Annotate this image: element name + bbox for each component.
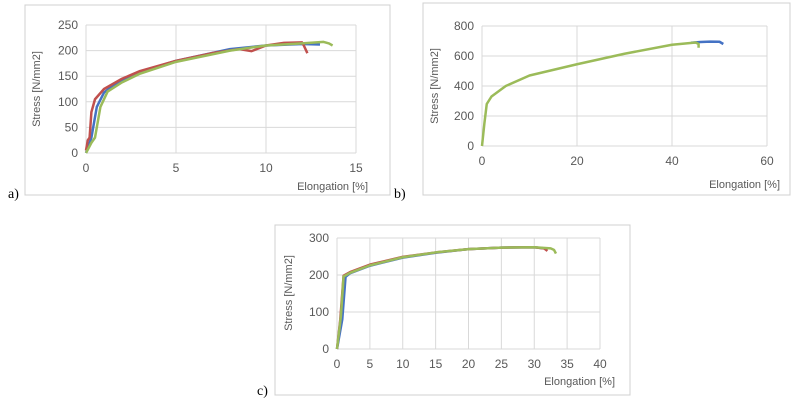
y-axis-label: Stress [N/mm2] bbox=[31, 51, 43, 127]
x-tick-label: 5 bbox=[173, 161, 180, 175]
panel-label: b) bbox=[394, 187, 406, 202]
chart-frame bbox=[422, 2, 791, 196]
series-line-green bbox=[84, 40, 334, 154]
x-tick-label: 0 bbox=[334, 357, 341, 371]
chart-frame bbox=[274, 224, 631, 396]
y-tick-label: 50 bbox=[65, 120, 79, 134]
x-tick-label: 15 bbox=[429, 357, 443, 371]
x-tick-label: 35 bbox=[560, 357, 574, 371]
y-tick-label: 200 bbox=[454, 109, 474, 123]
x-tick-label: 0 bbox=[83, 161, 90, 175]
y-tick-label: 600 bbox=[454, 49, 474, 63]
y-tick-label: 0 bbox=[467, 139, 474, 153]
y-tick-label: 100 bbox=[309, 305, 329, 319]
chart-c: 0 5 10 15 20 25 30 35 40 0 100 200 300 Stress [N/mm2]… bbox=[257, 224, 631, 399]
y-tick-label: 200 bbox=[58, 44, 78, 58]
panel-label: c) bbox=[257, 384, 268, 399]
x-tick-label: 25 bbox=[495, 357, 509, 371]
y-tick-label: 800 bbox=[454, 19, 474, 33]
x-tick-label: 10 bbox=[396, 357, 410, 371]
x-axis-label: Elongation [%] bbox=[297, 181, 368, 193]
x-tick-label: 10 bbox=[259, 161, 273, 175]
series-line-green bbox=[480, 41, 700, 147]
x-tick-label: 5 bbox=[367, 357, 374, 371]
y-axis-label: Stress [N/mm2] bbox=[429, 48, 441, 124]
y-tick-label: 150 bbox=[58, 69, 78, 83]
x-tick-label: 15 bbox=[349, 161, 363, 175]
x-tick-label: 30 bbox=[528, 357, 542, 371]
y-tick-label: 400 bbox=[454, 79, 474, 93]
x-tick-label: 40 bbox=[593, 357, 607, 371]
y-axis-label: Stress [N/mm2] bbox=[283, 255, 295, 331]
y-tick-label: 0 bbox=[71, 146, 78, 160]
x-axis-label: Elongation [%] bbox=[709, 179, 780, 191]
x-tick-label: 0 bbox=[479, 154, 486, 168]
y-tick-label: 300 bbox=[309, 231, 329, 245]
x-tick-label: 40 bbox=[665, 154, 679, 168]
x-tick-label: 20 bbox=[462, 357, 476, 371]
x-tick-label: 60 bbox=[760, 154, 774, 168]
x-tick-label: 20 bbox=[570, 154, 584, 168]
y-tick-label: 250 bbox=[58, 18, 78, 32]
y-tick-label: 100 bbox=[58, 95, 78, 109]
chart-frame bbox=[24, 4, 391, 196]
x-axis-label: Elongation [%] bbox=[544, 376, 615, 388]
panel-label: a) bbox=[8, 187, 19, 202]
series-line-green bbox=[335, 246, 558, 350]
y-tick-label: 0 bbox=[322, 342, 329, 356]
y-tick-label: 200 bbox=[309, 268, 329, 282]
